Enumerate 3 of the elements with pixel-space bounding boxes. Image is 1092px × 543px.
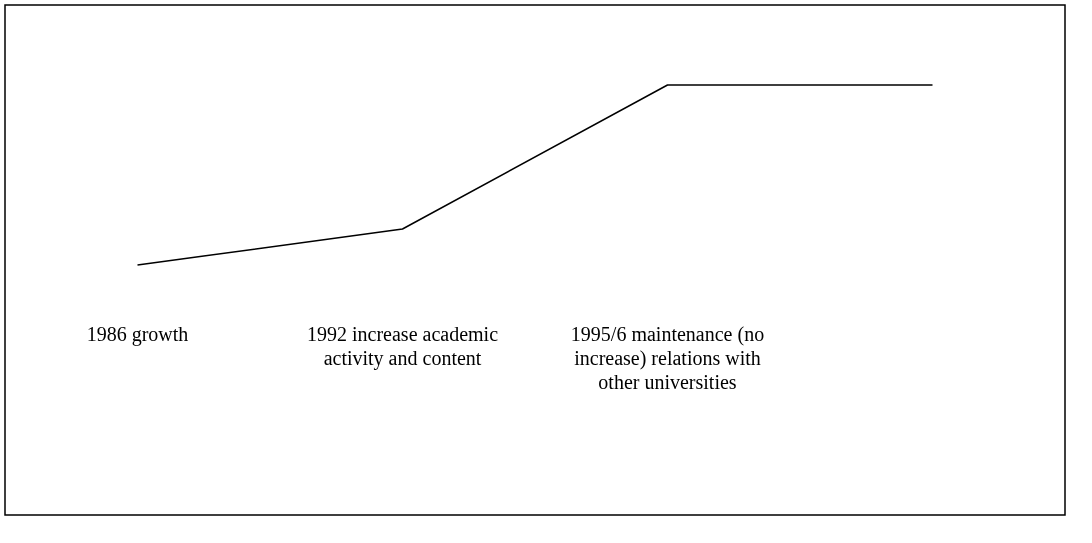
x-tick-label: 1986 growth [86,323,189,346]
x-tick-label: 1995/6 maintenance (no increase) relations with other universities [570,323,765,393]
x-tick-label: 1992 increase academic activity and content [306,323,499,370]
